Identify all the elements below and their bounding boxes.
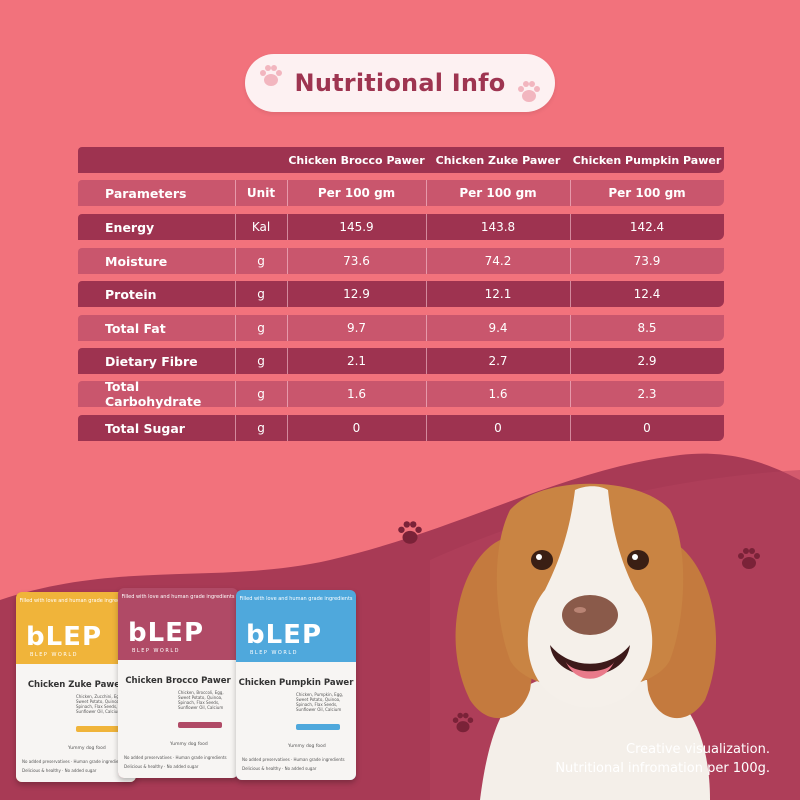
pouch-badge: Yummy dog food (170, 742, 208, 747)
table-row: Total Carbohydrate g 1.6 1.6 2.3 (78, 379, 724, 409)
pouch-panel (236, 662, 356, 780)
row-value: 8.5 (637, 321, 657, 335)
row-unit: g (257, 354, 265, 368)
pouch-ingredients: Chicken, Zucchini, Egg, Sweet Potato, Qu… (76, 694, 123, 714)
pouch-footer: No added preservatives · Human grade ing… (124, 755, 227, 769)
brand-sublogo: BLEP WORLD (30, 652, 78, 658)
pouch-ingredients: Chicken, Pumpkin, Egg, Sweet Potato, Qui… (296, 692, 344, 712)
brand-logo: bLEP (246, 620, 322, 650)
pouch-badge: Yummy dog food (288, 744, 326, 749)
row-value: 2.9 (637, 354, 657, 368)
row-value: 0 (643, 421, 651, 435)
row-value: 12.1 (484, 287, 512, 301)
dog-image (455, 483, 717, 800)
row-value: 0 (494, 421, 502, 435)
header-parameters: Parameters (105, 185, 187, 201)
pouch-footer: No added preservatives · Human grade ing… (22, 759, 125, 773)
row-unit: g (257, 287, 265, 301)
disclaimer: Creative visualization. Nutritional infr… (555, 740, 770, 778)
table-row: Energy Kal 145.9 143.8 142.4 (78, 214, 724, 240)
pouch-tagline: Filled with love and human grade ingredi… (239, 596, 353, 602)
table-row: Protein g 12.9 12.1 12.4 (78, 281, 724, 307)
row-value: 73.9 (633, 254, 661, 268)
paw-icon (738, 548, 760, 569)
product-name: Chicken Pumpkin Pawer (572, 153, 722, 167)
row-name: Total Fat (105, 320, 166, 336)
row-value: 0 (352, 421, 361, 435)
brand-logo: bLEP (26, 622, 102, 652)
disclaimer-line: Creative visualization. (626, 742, 770, 757)
pouch-tag (178, 722, 222, 728)
table-header-products: Chicken Brocco Pawer Chicken Zuke Pawer … (78, 147, 724, 173)
row-name: Energy (105, 219, 155, 235)
row-value: 74.2 (484, 254, 512, 268)
product-pouch-zuke: Filled with love and human grade ingredi… (16, 592, 136, 782)
paw-icon (452, 712, 474, 733)
table-row: Total Sugar g 0 0 0 (78, 415, 724, 441)
pouch-tagline: Filled with love and human grade ingredi… (121, 594, 235, 600)
pouch-product-name: Chicken Zuke Pawer (27, 680, 125, 690)
pouch-footer: No added preservatives · Human grade ing… (242, 757, 345, 771)
row-value: 12.4 (633, 287, 661, 301)
row-value: 2.3 (637, 387, 657, 401)
pouch-tag (76, 726, 120, 732)
row-value: 2.1 (346, 354, 367, 368)
product-name: Chicken Zuke Pawer (435, 153, 561, 167)
table-row: Dietary Fibre g 2.1 2.7 2.9 (78, 348, 724, 374)
title-pill: Nutritional Info (245, 54, 555, 112)
pouch-panel (16, 664, 136, 782)
brand-logo: bLEP (128, 618, 204, 648)
paw-icon (398, 521, 422, 544)
row-name: Moisture (105, 253, 168, 269)
pouch-badge: Yummy dog food (68, 746, 106, 751)
pouch-product-name: Chicken Brocco Pawer (125, 676, 231, 686)
table-row: Moisture g 73.6 74.2 73.9 (78, 248, 724, 274)
row-name: Protein (105, 286, 157, 302)
row-unit: g (257, 254, 265, 268)
disclaimer-line: Nutritional infromation per 100g. (555, 761, 770, 776)
row-value: 12.9 (343, 287, 370, 301)
table-header-params: Parameters Unit Per 100 gm Per 100 gm Pe… (78, 180, 724, 206)
brand-sublogo: BLEP WORLD (250, 650, 298, 656)
paw-icon (260, 65, 282, 86)
row-unit: Kal (251, 220, 271, 234)
row-name: Dietary Fibre (105, 353, 198, 369)
table-row: Total Fat g 9.7 9.4 8.5 (78, 315, 724, 341)
pouch-panel (118, 660, 238, 778)
header-basis: Per 100 gm (317, 186, 396, 200)
row-value: 73.6 (343, 254, 370, 268)
row-value: 1.6 (488, 387, 508, 401)
row-value: 1.6 (346, 387, 367, 401)
row-value: 142.4 (629, 220, 665, 234)
row-name: Total Carbohydrate (105, 379, 202, 409)
row-value: 2.7 (488, 354, 508, 368)
product-pouch-brocco: Filled with love and human grade ingredi… (118, 588, 238, 778)
row-name: Total Sugar (105, 420, 185, 436)
pouch-product-name: Chicken Pumpkin Pawer (238, 678, 354, 688)
product-name: Chicken Brocco Pawer (288, 153, 425, 167)
brand-sublogo: BLEP WORLD (132, 648, 180, 654)
header-basis: Per 100 gm (608, 186, 686, 200)
row-value: 9.4 (488, 321, 508, 335)
row-unit: g (257, 421, 265, 435)
pouch-tag (296, 724, 340, 730)
row-unit: g (257, 387, 265, 401)
product-pouch-pumpkin: Filled with love and human grade ingredi… (236, 590, 356, 780)
paw-icon (518, 81, 540, 102)
header-basis: Per 100 gm (459, 186, 537, 200)
row-value: 143.8 (480, 220, 516, 234)
header-unit: Unit (246, 186, 276, 200)
row-unit: g (257, 321, 265, 335)
row-value: 9.7 (346, 321, 367, 335)
page-title: Nutritional Info (294, 69, 506, 97)
pouch-ingredients: Chicken, Broccoli, Egg, Sweet Potato, Qu… (178, 690, 224, 710)
pouch-tagline: Filled with love and human grade ingredi… (19, 598, 133, 604)
row-value: 145.9 (339, 220, 374, 234)
